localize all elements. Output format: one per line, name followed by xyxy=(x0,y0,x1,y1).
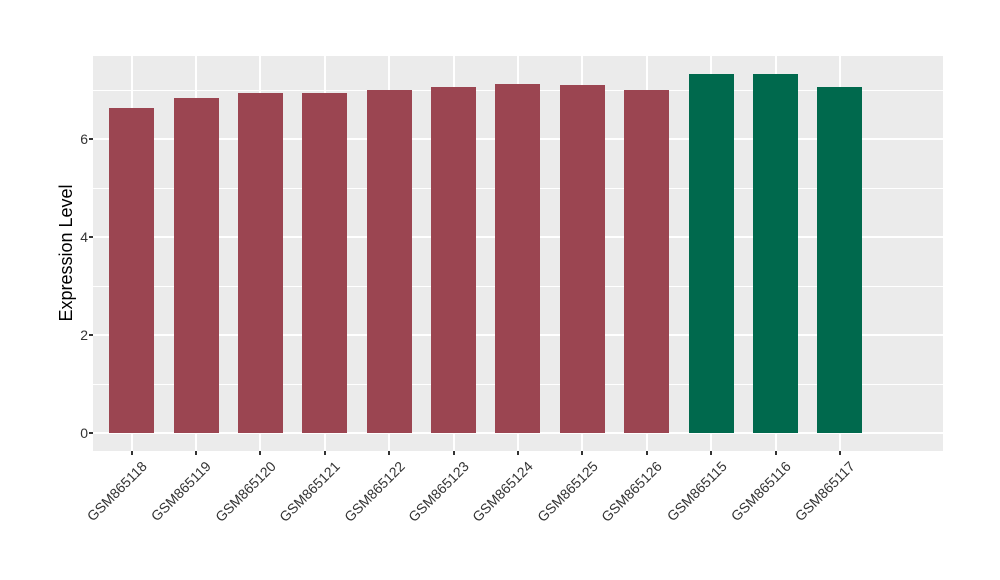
x-tick-mark xyxy=(517,451,519,455)
x-tick-label: GSM865126 xyxy=(598,458,666,525)
y-tick-label: 4 xyxy=(80,229,88,245)
bar-GSM865119 xyxy=(174,98,219,433)
bar-GSM865115 xyxy=(689,74,734,433)
bar-GSM865122 xyxy=(367,90,412,433)
y-axis-title: Expression Level xyxy=(56,184,76,322)
x-tick-label: GSM865123 xyxy=(405,458,472,525)
x-tick-label: GSM865124 xyxy=(469,458,537,525)
y-tick-label: 2 xyxy=(80,327,88,343)
x-tick-mark xyxy=(645,451,648,455)
y-tick-mark xyxy=(89,432,93,434)
x-tick-label: GSM865125 xyxy=(533,458,601,525)
bar-GSM865126 xyxy=(624,90,669,433)
x-tick-label: GSM865117 xyxy=(792,458,859,525)
x-tick-label: GSM865116 xyxy=(727,458,794,525)
x-tick-label: GSM865121 xyxy=(276,458,344,525)
x-tick-mark xyxy=(581,451,584,455)
x-tick-label: GSM865122 xyxy=(340,458,408,525)
y-tick-mark xyxy=(89,138,93,140)
plot-panel xyxy=(93,56,943,451)
x-tick-mark xyxy=(710,451,713,455)
y-tick-mark xyxy=(89,334,93,336)
y-tick-mark xyxy=(89,236,93,238)
x-tick-mark xyxy=(838,451,841,455)
x-tick-mark xyxy=(195,451,198,455)
bar-GSM865117 xyxy=(817,87,862,433)
x-tick-label: GSM865119 xyxy=(148,458,215,525)
bar-GSM865121 xyxy=(302,93,347,433)
x-tick-mark xyxy=(388,451,391,455)
x-tick-mark xyxy=(774,451,777,455)
bar-GSM865116 xyxy=(753,74,798,433)
x-tick-mark xyxy=(323,451,326,455)
x-tick-mark xyxy=(452,451,455,455)
y-tick-label: 6 xyxy=(80,131,88,147)
x-tick-label: GSM865120 xyxy=(211,458,279,525)
x-tick-label: GSM865115 xyxy=(663,458,730,525)
x-tick-mark xyxy=(130,451,133,455)
bar-GSM865125 xyxy=(560,85,605,433)
bar-GSM865118 xyxy=(109,108,154,433)
bar-GSM865123 xyxy=(431,87,476,433)
x-tick-mark xyxy=(259,451,262,455)
y-tick-label: 0 xyxy=(80,425,88,441)
x-tick-label: GSM865118 xyxy=(83,458,150,525)
bar-GSM865120 xyxy=(238,93,283,433)
bar-GSM865124 xyxy=(495,84,540,433)
